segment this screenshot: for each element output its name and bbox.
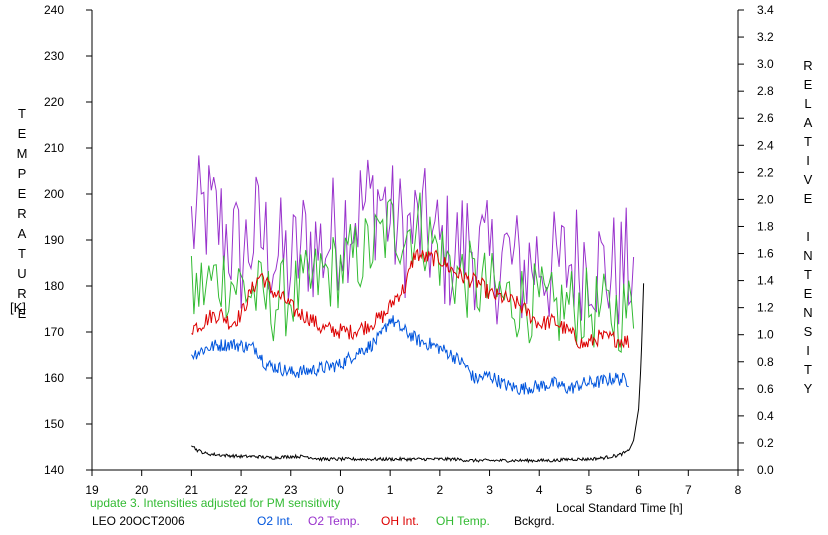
y-right-tick-label: 1.0 — [757, 328, 774, 342]
y-right-tick-label: 2.6 — [757, 111, 774, 125]
y-left-tick-label: 240 — [44, 3, 64, 17]
station-date-label: LEO 20OCT2006 — [92, 514, 185, 528]
y-right-tick-label: 3.4 — [757, 3, 774, 17]
legend-entry: O2 Temp. — [308, 514, 360, 528]
y-axis-label-right-letter: E — [804, 286, 813, 301]
right-axis-ticks: 0.0 0.2 0.4 0.6 0.8 1.0 1.2 1.4 1.6 1.8 2.0 2.2 2.4 2… — [738, 3, 774, 477]
legend-entry: Bckgrd. — [514, 514, 555, 528]
y-left-tick-label: 150 — [44, 417, 64, 431]
y-right-tick-label: 2.0 — [757, 192, 774, 206]
y-right-tick-label: 2.2 — [757, 165, 774, 179]
y-left-tick-label: 220 — [44, 95, 64, 109]
y-axis-label-right-letter: I — [806, 229, 810, 244]
y-right-tick-label: 0.0 — [757, 463, 774, 477]
y-right-tick-label: 1.4 — [757, 274, 774, 288]
y-axis-label-left-letter: E — [18, 306, 27, 321]
y-axis-label-right-letter: I — [806, 343, 810, 358]
y-right-tick-label: 0.8 — [757, 355, 774, 369]
y-right-tick-label: 1.2 — [757, 301, 774, 315]
y-left-tick-label: 190 — [44, 233, 64, 247]
y-axis-label-left-letter: T — [18, 106, 26, 121]
y-right-tick-label: 3.2 — [757, 30, 774, 44]
series-line-o2-int — [191, 315, 629, 395]
y-axis-label-left-letter: E — [18, 186, 27, 201]
x-axis-label: Local Standard Time [h] — [556, 501, 683, 515]
y-axis-label-right-letter: A — [804, 115, 813, 130]
series-line-o2-temp — [190, 155, 635, 325]
x-tick-label: 23 — [284, 483, 298, 497]
y-left-tick-label: 140 — [44, 463, 64, 477]
y-axis-label-right-letter: E — [804, 191, 813, 206]
y-axis-label-left-letter: R — [17, 206, 26, 221]
y-left-tick-label: 230 — [44, 49, 64, 63]
y-left-tick-label: 210 — [44, 141, 64, 155]
y-axis-label-left-letter: P — [18, 166, 27, 181]
y-right-tick-label: 1.6 — [757, 247, 774, 261]
y-right-tick-label: 3.0 — [757, 57, 774, 71]
legend: O2 Int. O2 Temp. OH Int. OH Temp. Bckgrd. — [257, 514, 555, 528]
x-axis-ticks: 19 20 21 22 23 0 1 2 3 4 5 6 7 8 — [85, 470, 742, 497]
x-tick-label: 3 — [486, 483, 493, 497]
y-left-tick-label: 160 — [44, 371, 64, 385]
y-right-tick-label: 0.6 — [757, 382, 774, 396]
x-tick-label: 20 — [135, 483, 149, 497]
y-axis-unit-left: [K] — [10, 300, 26, 315]
series-layer — [190, 155, 645, 464]
y-axis-label-left-letter: A — [18, 226, 27, 241]
y-axis-label-right-letter: I — [806, 153, 810, 168]
y-right-tick-label: 2.8 — [757, 84, 774, 98]
series-line-oh-temp — [190, 192, 635, 354]
y-axis-label-right-letter: T — [804, 267, 812, 282]
legend-entry: OH Temp. — [436, 514, 490, 528]
x-tick-label: 6 — [635, 483, 642, 497]
y-axis-label-left-letter: U — [17, 266, 26, 281]
y-right-tick-label: 0.2 — [757, 436, 774, 450]
y-left-tick-label: 200 — [44, 187, 64, 201]
adjustment-note: update 3. Intensities adjusted for PM se… — [90, 496, 340, 510]
legend-entry: O2 Int. — [257, 514, 293, 528]
y-axis-label-right-letter: S — [804, 324, 813, 339]
x-tick-label: 2 — [437, 483, 444, 497]
x-tick-label: 5 — [586, 483, 593, 497]
x-tick-label: 4 — [536, 483, 543, 497]
series-line-oh-int — [191, 248, 630, 349]
y-axis-label-left-letter: E — [18, 126, 27, 141]
y-axis-label-right-letter: V — [804, 172, 813, 187]
x-tick-label: 0 — [337, 483, 344, 497]
legend-entry: OH Int. — [381, 514, 419, 528]
y-left-tick-label: 170 — [44, 325, 64, 339]
series-line-bckgrd — [191, 283, 645, 464]
y-axis-label-right-letter: T — [804, 134, 812, 149]
y-right-tick-label: 1.8 — [757, 219, 774, 233]
y-left-tick-label: 180 — [44, 279, 64, 293]
y-axis-label-left-letter: T — [18, 246, 26, 261]
y-axis-label-right-letter: N — [803, 248, 812, 263]
y-axis-label-left-letter: M — [17, 146, 28, 161]
x-tick-label: 21 — [185, 483, 199, 497]
x-tick-label: 7 — [685, 483, 692, 497]
x-tick-label: 22 — [234, 483, 248, 497]
x-tick-label: 19 — [85, 483, 99, 497]
y-axis-label-right-letter: Y — [804, 381, 813, 396]
y-axis-label-right-letter: E — [804, 77, 813, 92]
y-axis-label-right-letter: R — [803, 58, 812, 73]
left-axis-ticks: 140 150 160 170 180 190 200 210 220 230 240 — [44, 3, 92, 477]
x-tick-label: 1 — [387, 483, 394, 497]
y-axis-label-left-letter: R — [17, 286, 26, 301]
y-axis-label-right-letter: T — [804, 362, 812, 377]
y-axis-label-right-letter: N — [803, 305, 812, 320]
x-tick-label: 8 — [735, 483, 742, 497]
y-axis-label-right-letter: L — [804, 96, 811, 111]
y-right-tick-label: 2.4 — [757, 138, 774, 152]
y-right-tick-label: 0.4 — [757, 409, 774, 423]
